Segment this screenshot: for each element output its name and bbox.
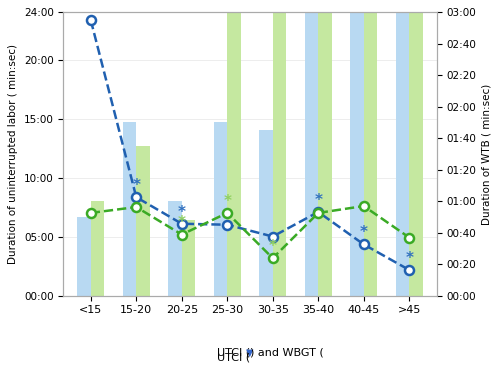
Bar	[214, 123, 228, 295]
Bar	[122, 123, 136, 295]
Bar	[168, 201, 182, 295]
Bar	[272, 0, 286, 295]
Bar	[304, 0, 318, 295]
Text: *: *	[224, 194, 232, 209]
Text: *: *	[314, 193, 322, 208]
Text: *: *	[268, 239, 276, 254]
Y-axis label: Duration of uninterrupted labor ( min:sec): Duration of uninterrupted labor ( min:se…	[8, 44, 18, 264]
Bar	[182, 220, 196, 295]
Text: *: *	[132, 178, 140, 193]
Text: UTCI (: UTCI (	[217, 352, 250, 362]
Text: *: *	[360, 225, 368, 240]
Bar	[364, 0, 378, 295]
Bar	[259, 130, 272, 295]
Text: *: *	[178, 216, 186, 231]
Bar	[91, 201, 104, 295]
Bar	[350, 0, 364, 295]
Text: *: *	[178, 205, 186, 220]
Bar	[136, 146, 150, 295]
Text: *: *	[405, 251, 413, 266]
Bar	[396, 0, 409, 295]
Bar	[409, 0, 423, 295]
Text: ) and WBGT (: ) and WBGT (	[250, 348, 324, 358]
Y-axis label: Duration of WTB ( min:sec): Duration of WTB ( min:sec)	[482, 83, 492, 225]
Bar	[77, 217, 91, 295]
Bar	[228, 0, 241, 295]
Text: UTCI (: UTCI (	[217, 348, 250, 358]
Text: ▼: ▼	[246, 348, 254, 358]
X-axis label: UTCI (▼) and WBGT (▼) categories (°C): UTCI (▼) and WBGT (▼) categories (°C)	[0, 365, 1, 366]
Bar	[318, 0, 332, 295]
